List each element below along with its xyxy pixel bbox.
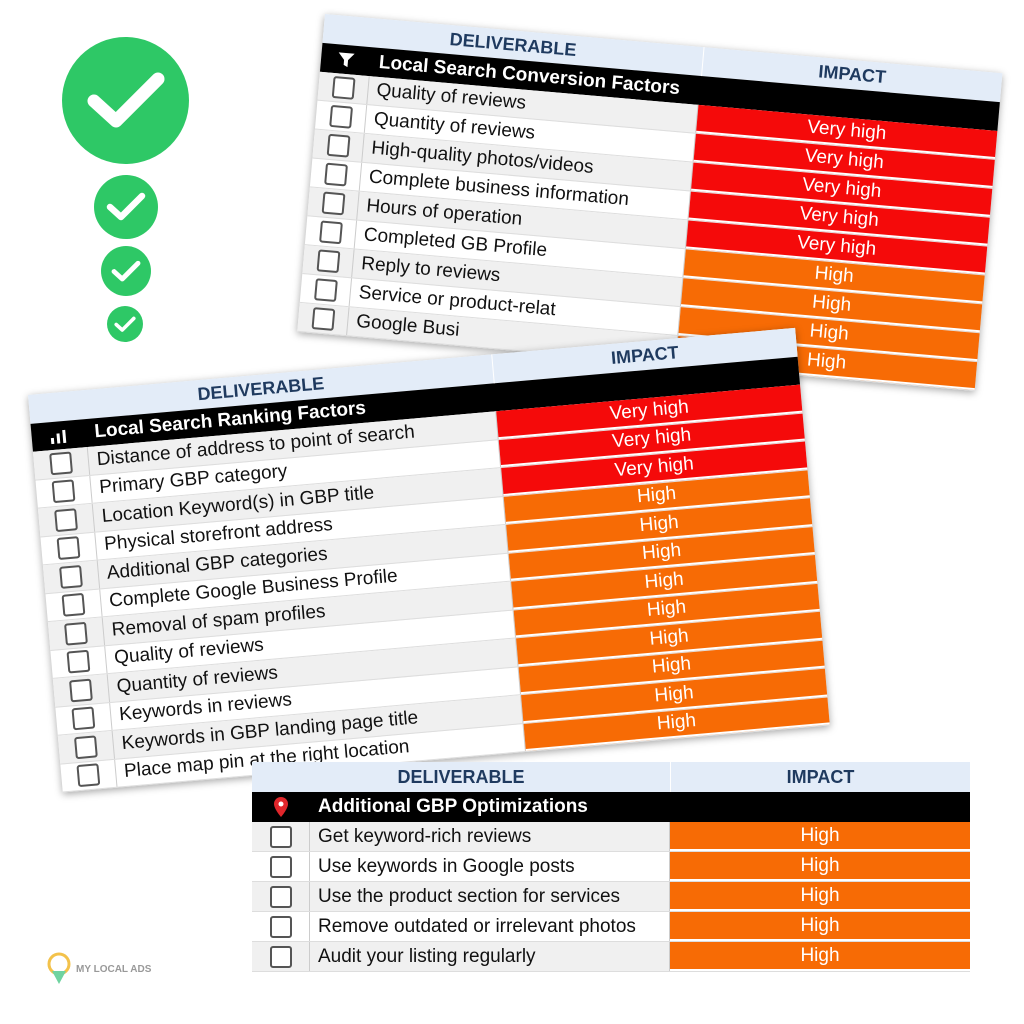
checkbox[interactable] [310,307,335,331]
checkbox[interactable] [61,593,86,618]
deliverable-header: DELIVERABLE [397,766,525,787]
table-row: Use the product section for services High [252,882,970,912]
check-icon [62,37,189,164]
checkbox[interactable] [316,249,340,274]
check-icon [94,175,158,239]
impact-value: High [670,852,970,881]
checkbox[interactable] [76,763,101,788]
checkbox[interactable] [49,451,73,476]
checkbox[interactable] [269,825,292,848]
deliverable-label: Use the product section for services [310,882,670,911]
table-row: Audit your listing regularly High [252,942,970,972]
checkbox[interactable] [331,75,356,100]
additional-optimizations-table: DELIVERABLE IMPACT Additional GBP Optimiza… [252,762,970,972]
impact-value: High [670,882,970,911]
checkbox[interactable] [269,885,292,908]
deliverable-label: Get keyword-rich reviews [310,822,670,851]
table-row: Remove outdated or irrelevant photos High [252,912,970,942]
ranking-factors-table: DELIVERABLE IMPACT Local Search Ranking Fa… [28,327,830,793]
check-icon [107,306,143,342]
filter-icon [320,48,371,70]
checkbox[interactable] [269,855,292,878]
checkbox[interactable] [59,564,83,589]
logo: MY LOCAL ADS [46,952,151,986]
checkbox[interactable] [269,915,292,938]
checkbox[interactable] [51,479,76,504]
deliverable-label: Remove outdated or irrelevant photos [310,912,670,941]
impact-value: High [670,822,970,851]
map-pin-icon [252,796,310,818]
checkbox[interactable] [73,735,98,759]
deliverable-label: Use keywords in Google posts [310,852,670,881]
checkbox[interactable] [71,706,96,731]
deliverable-label: Audit your listing regularly [310,942,670,971]
bar-chart-icon [31,425,87,446]
conversion-factors-table: DELIVERABLE IMPACT Local Search Conversion… [297,14,1003,392]
impact-value: High [670,942,970,971]
checkbox[interactable] [66,649,91,674]
checkbox[interactable] [64,621,88,646]
check-icon [101,246,151,296]
checkbox[interactable] [313,278,338,303]
table-row: Use keywords in Google posts High [252,852,970,882]
impact-value: High [670,912,970,941]
impact-header: IMPACT [670,762,970,792]
table-row: Get keyword-rich reviews High [252,822,970,852]
checkbox[interactable] [69,678,93,703]
checkbox[interactable] [54,507,78,532]
checkbox[interactable] [328,104,353,129]
checkbox[interactable] [323,162,348,187]
section-title: Additional GBP Optimizations [318,796,588,817]
checkbox[interactable] [326,133,350,158]
checkbox[interactable] [56,536,81,561]
checkbox[interactable] [318,220,343,245]
checkbox[interactable] [269,945,292,968]
checkbox[interactable] [321,191,345,216]
